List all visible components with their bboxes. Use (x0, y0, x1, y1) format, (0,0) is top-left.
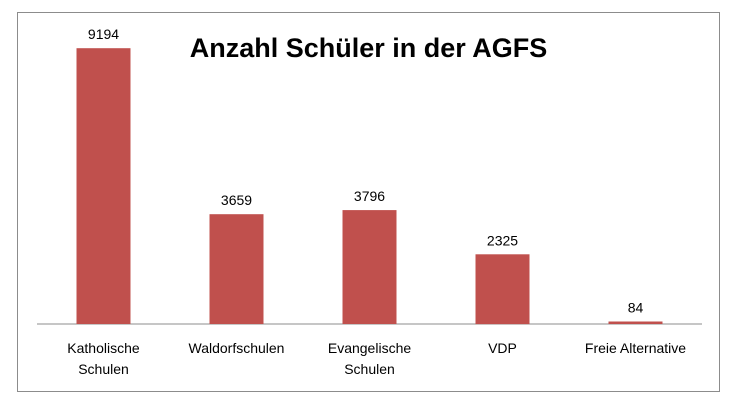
chart-title: Anzahl Schüler in der AGFS (189, 33, 548, 63)
category-label-0-1: Schulen (78, 361, 129, 377)
data-label-0: 9194 (88, 26, 119, 42)
data-label-2: 3796 (354, 188, 385, 204)
bar-2 (342, 210, 397, 324)
category-label-2-1: Schulen (344, 361, 395, 377)
category-label-1-0: Waldorfschulen (189, 340, 285, 356)
category-label-4-0: Freie Alternative (585, 340, 686, 356)
data-label-4: 84 (628, 300, 644, 316)
bar-3 (475, 254, 530, 325)
bar-4 (608, 321, 663, 324)
category-label-0-0: Katholische (67, 340, 140, 356)
data-label-1: 3659 (221, 192, 252, 208)
chart-frame: Anzahl Schüler in der AGFS (17, 12, 720, 392)
bar-1 (209, 214, 264, 324)
category-label-2-0: Evangelische (328, 340, 411, 356)
data-label-3: 2325 (487, 232, 518, 248)
bar-0 (76, 48, 131, 324)
category-label-3-0: VDP (488, 340, 517, 356)
